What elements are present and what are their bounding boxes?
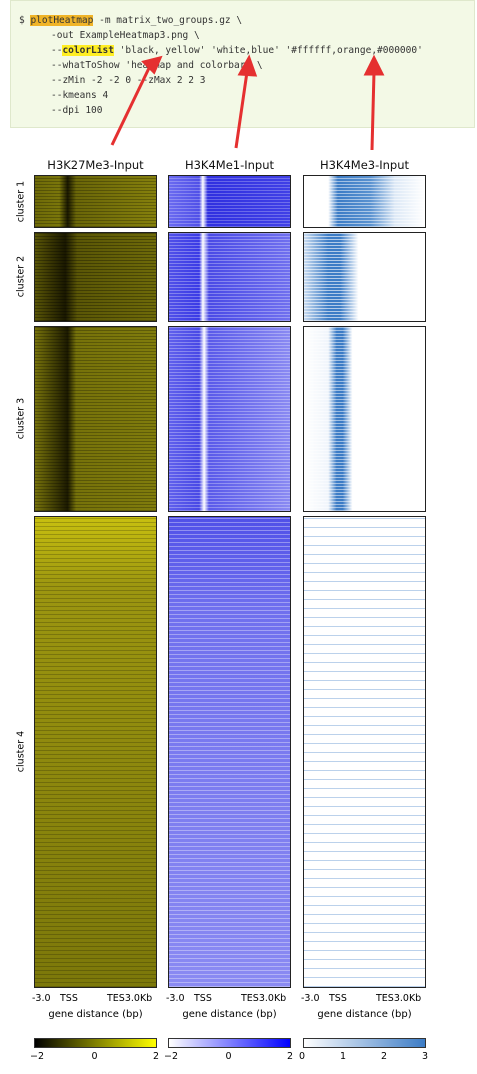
colorbar-tick-label: 2 bbox=[153, 1051, 160, 1062]
colorbar-tick-label: −2 bbox=[30, 1051, 45, 1062]
code-text: $ bbox=[19, 15, 31, 26]
heatmap-panel bbox=[168, 232, 291, 322]
heatmap-panel bbox=[303, 516, 426, 988]
colorbar-tick-label: 0 bbox=[299, 1051, 306, 1062]
code-text: 'black, yellow' 'white,blue' '#ffffff,or… bbox=[113, 45, 423, 56]
code-text: --zMin -2 -2 0 --zMax 2 2 3 bbox=[51, 75, 206, 86]
heatmap-panel bbox=[303, 326, 426, 512]
code-text: -m matrix_two_groups.gz \ bbox=[93, 15, 243, 26]
code-line: $ plotHeatmap -m matrix_two_groups.gz \ bbox=[19, 15, 242, 26]
x-axis-label: gene distance (bp) bbox=[182, 1009, 277, 1020]
cluster-label: cluster 4 bbox=[15, 730, 27, 773]
x-axis-label: gene distance (bp) bbox=[48, 1009, 143, 1020]
code-highlight: colorList bbox=[62, 45, 114, 56]
code-text: -- bbox=[51, 45, 63, 56]
heatmap-panel bbox=[34, 516, 157, 988]
colorbar-tick-label: 3 bbox=[422, 1051, 429, 1062]
code-line: --zMin -2 -2 0 --zMax 2 2 3 bbox=[51, 75, 205, 86]
x-tick-label: TSS bbox=[60, 993, 78, 1004]
x-tick-label: TES3.0Kb bbox=[107, 993, 153, 1004]
code-line: --colorList 'black, yellow' 'white,blue'… bbox=[51, 45, 423, 56]
x-tick-label: TES3.0Kb bbox=[376, 993, 422, 1004]
code-text: -out ExampleHeatmap3.png \ bbox=[51, 30, 200, 41]
heatmap-panel bbox=[34, 232, 157, 322]
x-tick-label: -3.0 bbox=[32, 993, 51, 1004]
colorbar-tick-label: −2 bbox=[164, 1051, 179, 1062]
x-tick-label: TSS bbox=[194, 993, 212, 1004]
heatmap-panel bbox=[168, 516, 291, 988]
heatmap-panel bbox=[34, 175, 157, 228]
x-tick-label: -3.0 bbox=[301, 993, 320, 1004]
colorbar-tick-label: 1 bbox=[340, 1051, 347, 1062]
code-text: --kmeans 4 bbox=[51, 90, 109, 101]
column-title: H3K4Me3-Input bbox=[319, 158, 410, 172]
arrows bbox=[110, 54, 385, 151]
colorbar bbox=[168, 1038, 291, 1048]
x-tick-label: TSS bbox=[329, 993, 347, 1004]
colorbar-tick-label: 2 bbox=[287, 1051, 294, 1062]
code-line: --dpi 100 bbox=[51, 105, 102, 116]
figure: H3K27Me3-Input -3.0 TSS TES3.0Kb gene distan… bbox=[8, 150, 436, 1062]
heatmap-panel bbox=[168, 326, 291, 512]
heatmap-panel bbox=[34, 326, 157, 512]
x-tick-label: -3.0 bbox=[166, 993, 185, 1004]
cluster-label: cluster 1 bbox=[15, 180, 27, 222]
code-line: --kmeans 4 bbox=[51, 90, 108, 101]
heatmap-panel bbox=[168, 175, 291, 228]
column-title: H3K4Me1-Input bbox=[184, 158, 275, 172]
colorbar bbox=[34, 1038, 157, 1048]
cluster-label: cluster 2 bbox=[15, 255, 27, 298]
code-text: --dpi 100 bbox=[51, 105, 103, 116]
cluster-label: cluster 3 bbox=[15, 397, 27, 440]
x-axis-label: gene distance (bp) bbox=[317, 1009, 412, 1020]
colorbar-tick-label: 2 bbox=[381, 1051, 388, 1062]
heatmap-panel bbox=[303, 232, 426, 322]
code-line: -out ExampleHeatmap3.png \ bbox=[51, 30, 200, 41]
code-highlight: plotHeatmap bbox=[30, 15, 94, 26]
column-title: H3K27Me3-Input bbox=[47, 158, 144, 172]
x-tick-label: TES3.0Kb bbox=[241, 993, 287, 1004]
heatmap-panel bbox=[303, 175, 426, 228]
colorbar bbox=[303, 1038, 426, 1048]
colorbar-tick-label: 0 bbox=[225, 1051, 232, 1062]
colorbar-tick-label: 0 bbox=[91, 1051, 98, 1062]
